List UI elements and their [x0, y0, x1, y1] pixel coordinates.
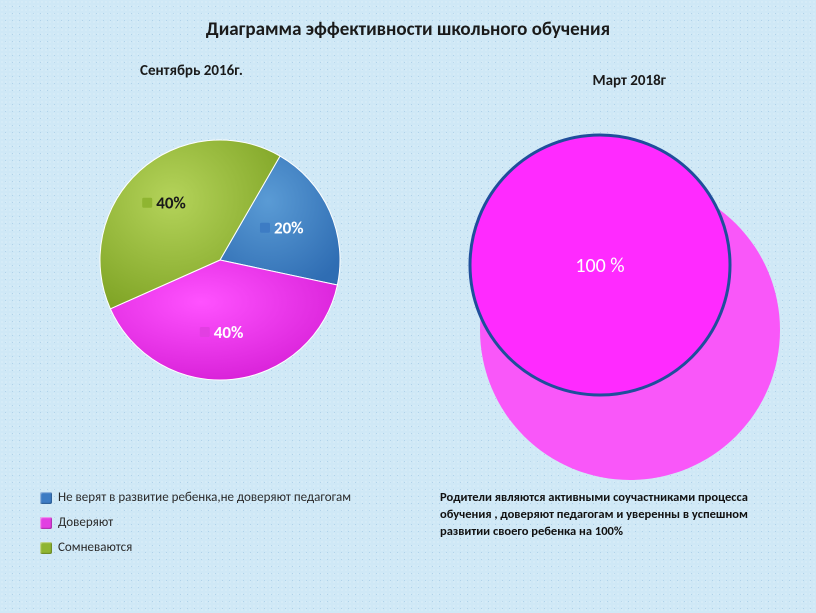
pie-svg: 20% 40% 40% — [65, 105, 375, 415]
legend-item-trust: Доверяют — [40, 515, 351, 530]
slice-marker-doubt — [142, 198, 152, 208]
legend-item-doubt: Сомневаются — [40, 540, 351, 555]
pie-chart-sept-2016: 20% 40% 40% — [65, 105, 375, 415]
center-label: 100 % — [575, 254, 624, 278]
legend-swatch-not-trust — [40, 492, 52, 504]
legend-label-doubt: Сомневаются — [58, 540, 132, 555]
slice-label-doubt: 40% — [156, 193, 186, 214]
legend-swatch-doubt — [40, 542, 52, 554]
subtitle-right: Март 2018г — [592, 72, 666, 90]
slice-label-trust: 40% — [214, 322, 244, 343]
subtitle-left: Сентябрь 2016г. — [140, 62, 243, 80]
slice-marker-not_trust — [260, 223, 270, 233]
slice-marker-trust — [200, 327, 210, 337]
legend-label-trust: Доверяют — [58, 515, 113, 530]
legend-swatch-trust — [40, 517, 52, 529]
legend-label-not-trust: Не верят в развитие ребенка,не доверяют … — [58, 490, 351, 505]
legend-item-not-trust: Не верят в развитие ребенка,не доверяют … — [40, 490, 351, 505]
right-caption: Родители являются активными соучастникам… — [440, 490, 780, 541]
slide: Диаграмма эффективности школьного обучен… — [0, 0, 816, 613]
legend: Не верят в развитие ребенка,не доверяют … — [40, 490, 351, 565]
circle-svg: 100 % — [420, 100, 790, 480]
pie-slices — [100, 140, 340, 380]
circle-chart-march-2018: 100 % — [420, 100, 790, 480]
slice-label-not_trust: 20% — [274, 218, 304, 239]
main-title: Диаграмма эффективности школьного обучен… — [0, 18, 816, 41]
